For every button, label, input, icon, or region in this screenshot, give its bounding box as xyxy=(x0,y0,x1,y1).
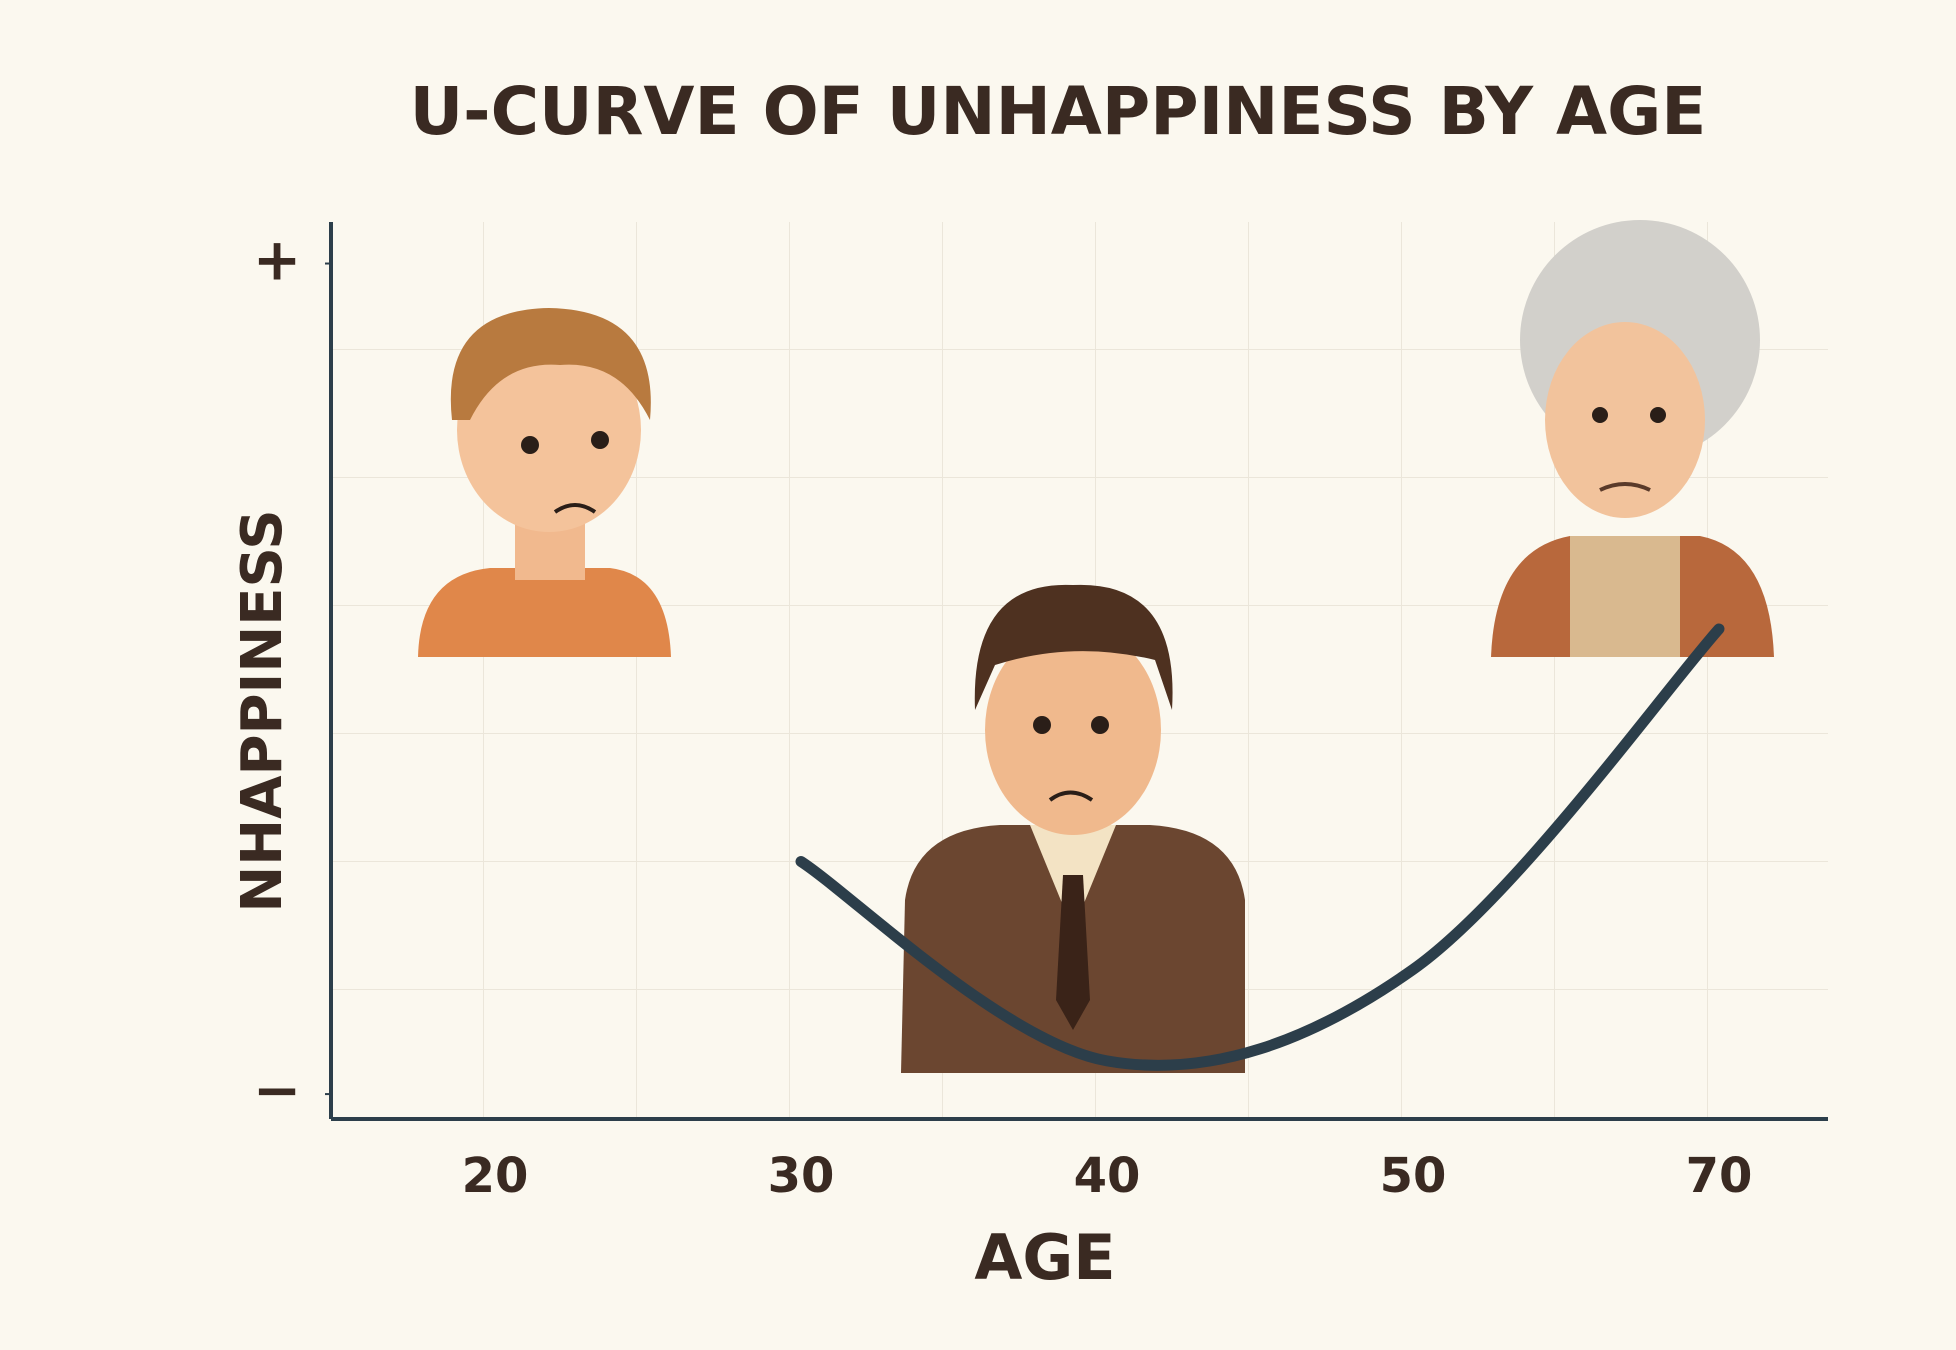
x-axis-label: AGE xyxy=(974,1221,1115,1294)
x-tick-label: 30 xyxy=(768,1148,835,1204)
y-tick-label: + xyxy=(253,226,302,294)
y-axis-label: NHAPPINESS xyxy=(230,509,295,912)
x-tick-label: 20 xyxy=(462,1148,529,1204)
x-tick-label: 40 xyxy=(1074,1148,1141,1204)
x-tick-label: 70 xyxy=(1686,1148,1753,1204)
chart-title: U-CURVE OF UNHAPPINESS BY AGE xyxy=(410,73,1707,150)
y-tick-label: − xyxy=(253,1056,302,1124)
young-person-illustration xyxy=(418,308,671,657)
older-person-illustration xyxy=(1491,220,1774,657)
curve xyxy=(795,623,1725,1071)
middle-aged-person-illustration xyxy=(901,584,1245,1073)
x-tick-label: 50 xyxy=(1380,1148,1447,1204)
